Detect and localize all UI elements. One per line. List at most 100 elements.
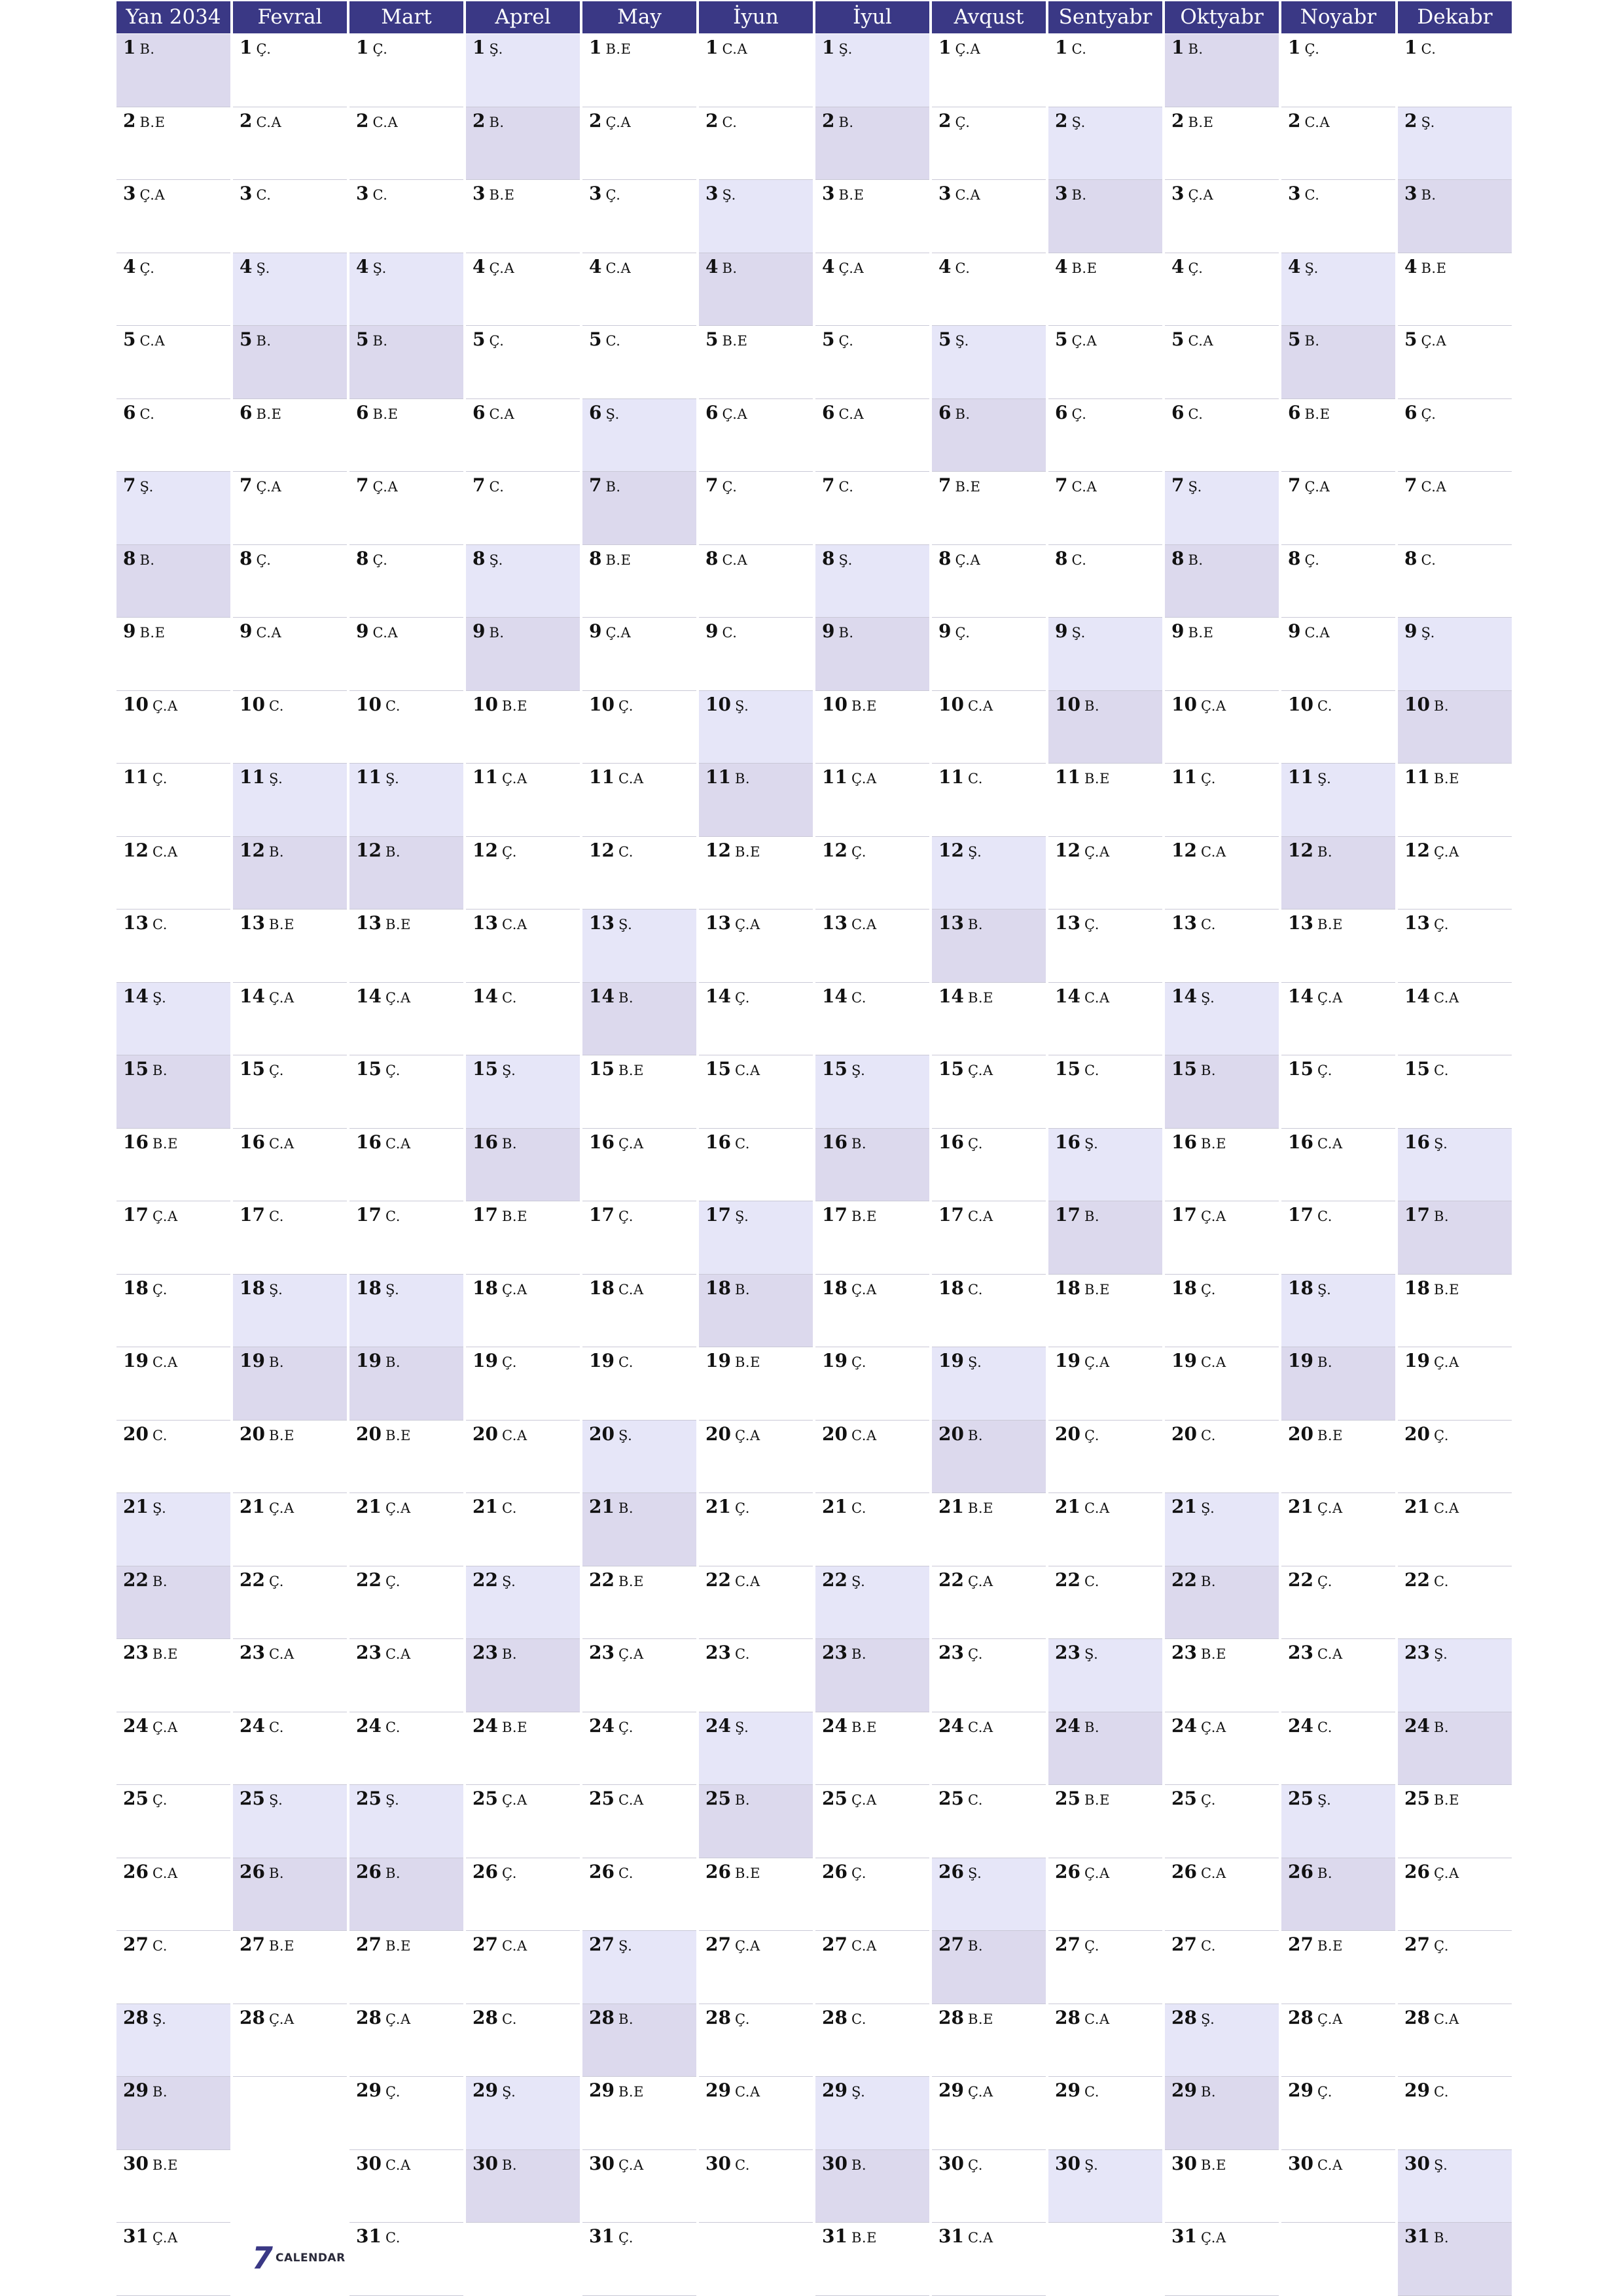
- day-cell: 22 B.: [1165, 1566, 1279, 1639]
- day-number: 22: [589, 1568, 615, 1591]
- day-cell: 20 Ş.: [582, 1420, 696, 1493]
- day-cell: 15 Ç.: [1281, 1055, 1395, 1129]
- day-label: 7 Ş.: [1171, 473, 1202, 501]
- day-number: 2: [589, 109, 602, 132]
- day-label: 6 B.E: [240, 400, 281, 428]
- day-number: 15: [123, 1058, 149, 1080]
- day-label: 11 C.: [938, 765, 983, 792]
- day-label: 24 Ç.: [589, 1714, 633, 1741]
- day-label: 8 Ç.: [240, 546, 271, 574]
- day-number: 21: [123, 1496, 149, 1517]
- day-label: 25 B.E: [1055, 1786, 1110, 1814]
- day-number: 8: [123, 547, 136, 569]
- day-label: 7 Ç.A: [240, 473, 281, 501]
- day-number: 11: [1404, 766, 1430, 788]
- day-cell: 3 C.A: [932, 180, 1046, 253]
- month-days: 1 C. 2 Ş. 3 B. 4 B.E 5 Ç.A 6 Ç. 7 C.A 8 C. 9 Ş. 10 B. 11 B.E 1…: [1397, 34, 1513, 2296]
- weekday-abbrev: B.E: [967, 2011, 993, 2027]
- day-number: 5: [1171, 328, 1185, 350]
- weekday-abbrev: Ş.: [967, 1865, 982, 1881]
- weekday-abbrev: B.E: [152, 1646, 178, 1662]
- weekday-abbrev: Ş.: [1317, 1281, 1332, 1298]
- day-number: 23: [589, 1642, 615, 1663]
- day-number: 23: [1404, 1642, 1430, 1663]
- day-label: 7 C.A: [1055, 473, 1097, 501]
- day-number: 16: [1404, 1131, 1430, 1153]
- day-cell: 24 B.E: [466, 1712, 580, 1785]
- day-number: 29: [1288, 2079, 1313, 2101]
- weekday-abbrev: B.E: [734, 1354, 760, 1370]
- weekday-abbrev: B.: [1433, 2230, 1450, 2246]
- day-cell: 9 Ş.: [1398, 618, 1512, 691]
- day-cell: 27 C.: [116, 1931, 230, 2004]
- day-number: 3: [705, 183, 719, 204]
- day-number: 13: [123, 912, 149, 934]
- weekday-abbrev: B.E: [618, 1063, 644, 1078]
- day-number: 28: [1404, 2006, 1430, 2028]
- weekday-abbrev: B.: [722, 260, 738, 276]
- day-cell: 22 C.: [1048, 1566, 1162, 1639]
- day-number: 5: [1288, 328, 1301, 350]
- weekday-abbrev: Ç.: [256, 552, 272, 568]
- day-label: 30 C.: [705, 2151, 750, 2179]
- day-number: 20: [123, 1422, 149, 1445]
- day-label: 5 Ç.A: [1055, 327, 1097, 355]
- day-cell: 12 B.: [233, 836, 347, 910]
- weekday-abbrev: Ş.: [1304, 260, 1319, 276]
- weekday-abbrev: B.E: [1317, 917, 1343, 932]
- day-cell: 2 C.A: [1281, 107, 1395, 180]
- day-cell: 16 B.: [815, 1128, 929, 1201]
- day-number: 3: [589, 183, 602, 204]
- day-number: 23: [123, 1642, 149, 1663]
- weekday-abbrev: Ş.: [385, 1792, 400, 1808]
- weekday-abbrev: C.: [152, 1427, 168, 1443]
- day-label: 7 Ş.: [123, 473, 154, 501]
- day-number: 28: [822, 2006, 847, 2028]
- weekday-abbrev: B.E: [1433, 1792, 1459, 1808]
- day-number: 25: [1055, 1788, 1080, 1809]
- day-cell: 5 Ç.A: [1048, 326, 1162, 399]
- weekday-abbrev: Ş.: [139, 479, 154, 495]
- day-label: 17 Ç.A: [123, 1203, 178, 1230]
- day-cell: 13 C.A: [466, 910, 580, 983]
- day-number: 20: [705, 1422, 731, 1445]
- day-cell: 20 Ç.A: [699, 1420, 813, 1493]
- weekday-abbrev: B.: [955, 406, 971, 422]
- weekday-abbrev: Ç.A: [489, 260, 515, 276]
- day-cell: 16 Ç.: [932, 1128, 1046, 1201]
- day-cell: 23 B.E: [116, 1639, 230, 1712]
- month-days: 1 Ş. 2 B. 3 B.E 4 Ç.A 5 Ç. 6 C.A 7 C. 8 Ş. 9 B. 10 B.E 11 Ç.A…: [814, 34, 931, 2296]
- day-cell: 28 Ç.A: [233, 2004, 347, 2077]
- day-label: 29 Ç.A: [938, 2078, 993, 2106]
- weekday-abbrev: Ş.: [734, 1209, 749, 1224]
- day-label: 10 B.: [1055, 692, 1099, 720]
- day-label: 12 B.E: [705, 838, 760, 866]
- day-cell: 26 Ç.: [815, 1858, 929, 1931]
- weekday-abbrev: Ç.A: [851, 771, 877, 786]
- day-label: 25 Ç.A: [822, 1786, 877, 1814]
- day-number: 28: [123, 2006, 149, 2028]
- day-cell: 21 Ç.A: [1281, 1493, 1395, 1566]
- day-cell: 14 Ç.: [699, 982, 813, 1055]
- day-label: 28 C.: [473, 2005, 517, 2033]
- day-cell: 1 Ç.: [1281, 34, 1395, 107]
- day-label: 22 C.A: [705, 1568, 760, 1595]
- day-cell: 28 C.A: [1048, 2004, 1162, 2077]
- day-cell: 24 Ç.A: [1165, 1712, 1279, 1785]
- weekday-abbrev: B.: [372, 333, 388, 349]
- day-number: 30: [356, 2152, 382, 2174]
- weekday-abbrev: C.: [268, 1209, 284, 1224]
- day-number: 1: [822, 37, 835, 58]
- day-number: 15: [240, 1058, 265, 1080]
- day-number: 19: [938, 1350, 964, 1371]
- day-number: 19: [589, 1350, 615, 1371]
- month-column: Oktyabr 1 B. 2 B.E 3 Ç.A 4 Ç. 5 C.A 6 C. 7 Ş. 8 B. 9 B.E 10…: [1164, 1, 1280, 2296]
- day-number: 27: [938, 1934, 964, 1955]
- day-number: 13: [822, 912, 847, 934]
- weekday-abbrev: B.E: [501, 1209, 527, 1224]
- weekday-abbrev: Ç.: [385, 1063, 401, 1078]
- day-number: 16: [473, 1131, 498, 1153]
- weekday-abbrev: C.: [1317, 1209, 1332, 1224]
- weekday-abbrev: Ç.A: [722, 406, 748, 422]
- day-number: 5: [589, 328, 602, 350]
